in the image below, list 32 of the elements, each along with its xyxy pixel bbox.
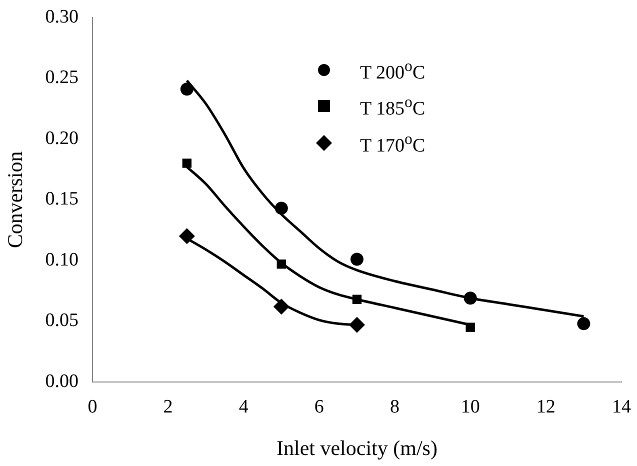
point bbox=[350, 252, 364, 266]
point bbox=[273, 298, 290, 315]
y-tick-label: 0.10 bbox=[45, 249, 78, 270]
y-tick-label: 0.05 bbox=[45, 310, 78, 332]
x-tick-label: 14 bbox=[612, 396, 632, 418]
legend-label: T 170$^{o}$C bbox=[360, 130, 426, 158]
x-tick-label: 10 bbox=[460, 396, 480, 418]
y-tick-label: 0.15 bbox=[45, 188, 78, 210]
point bbox=[464, 292, 477, 305]
point bbox=[274, 202, 288, 215]
legend-label: T 185$^{o}$C bbox=[360, 93, 426, 122]
legend-label: T 200$^{o}$C bbox=[360, 57, 426, 86]
x-tick-label: 8 bbox=[390, 396, 400, 418]
y-tick-label: 0.00 bbox=[45, 370, 78, 392]
point bbox=[352, 294, 362, 304]
y-tick-label: 0.25 bbox=[45, 67, 78, 88]
y-tick-label: 0.30 bbox=[45, 6, 78, 28]
x-tick-label: 12 bbox=[536, 396, 556, 418]
point bbox=[466, 322, 475, 332]
point bbox=[180, 82, 194, 96]
x-tick-label: 6 bbox=[314, 396, 324, 418]
point bbox=[348, 316, 365, 333]
x-tick-label: 4 bbox=[238, 396, 249, 418]
y-axis-title: Conversion bbox=[3, 150, 28, 248]
point bbox=[276, 260, 286, 269]
point bbox=[577, 317, 590, 330]
x-tick-label: 0 bbox=[88, 396, 98, 418]
x-axis-title: Inlet velocity (m/s) bbox=[276, 436, 438, 460]
x-tick-label: 2 bbox=[163, 396, 173, 418]
point bbox=[178, 228, 195, 244]
y-tick-label: 0.20 bbox=[45, 128, 78, 149]
point bbox=[182, 158, 192, 168]
